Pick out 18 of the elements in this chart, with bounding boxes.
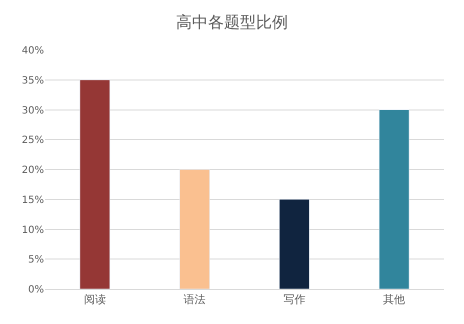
y-tick-label: 25% — [22, 135, 44, 146]
y-tick-label: 10% — [22, 224, 44, 236]
bar — [80, 80, 110, 289]
y-tick-label: 0% — [28, 284, 44, 296]
x-tick-label: 语法 — [184, 293, 206, 306]
bar — [279, 199, 310, 289]
y-tick-label: 35% — [22, 75, 44, 86]
chart-title: 高中各题型比例 — [176, 12, 288, 32]
x-tick-label: 写作 — [283, 293, 306, 306]
y-tick-label: 15% — [22, 194, 44, 206]
bar — [378, 110, 410, 289]
y-tick-label: 30% — [22, 105, 44, 116]
y-tick-label: 20% — [22, 165, 44, 176]
y-tick-label: 40% — [22, 46, 44, 56]
x-tick-label: 阅读 — [84, 293, 106, 306]
x-tick-label: 其他 — [383, 293, 406, 306]
bar — [179, 169, 210, 289]
y-tick-label: 5% — [28, 254, 44, 266]
